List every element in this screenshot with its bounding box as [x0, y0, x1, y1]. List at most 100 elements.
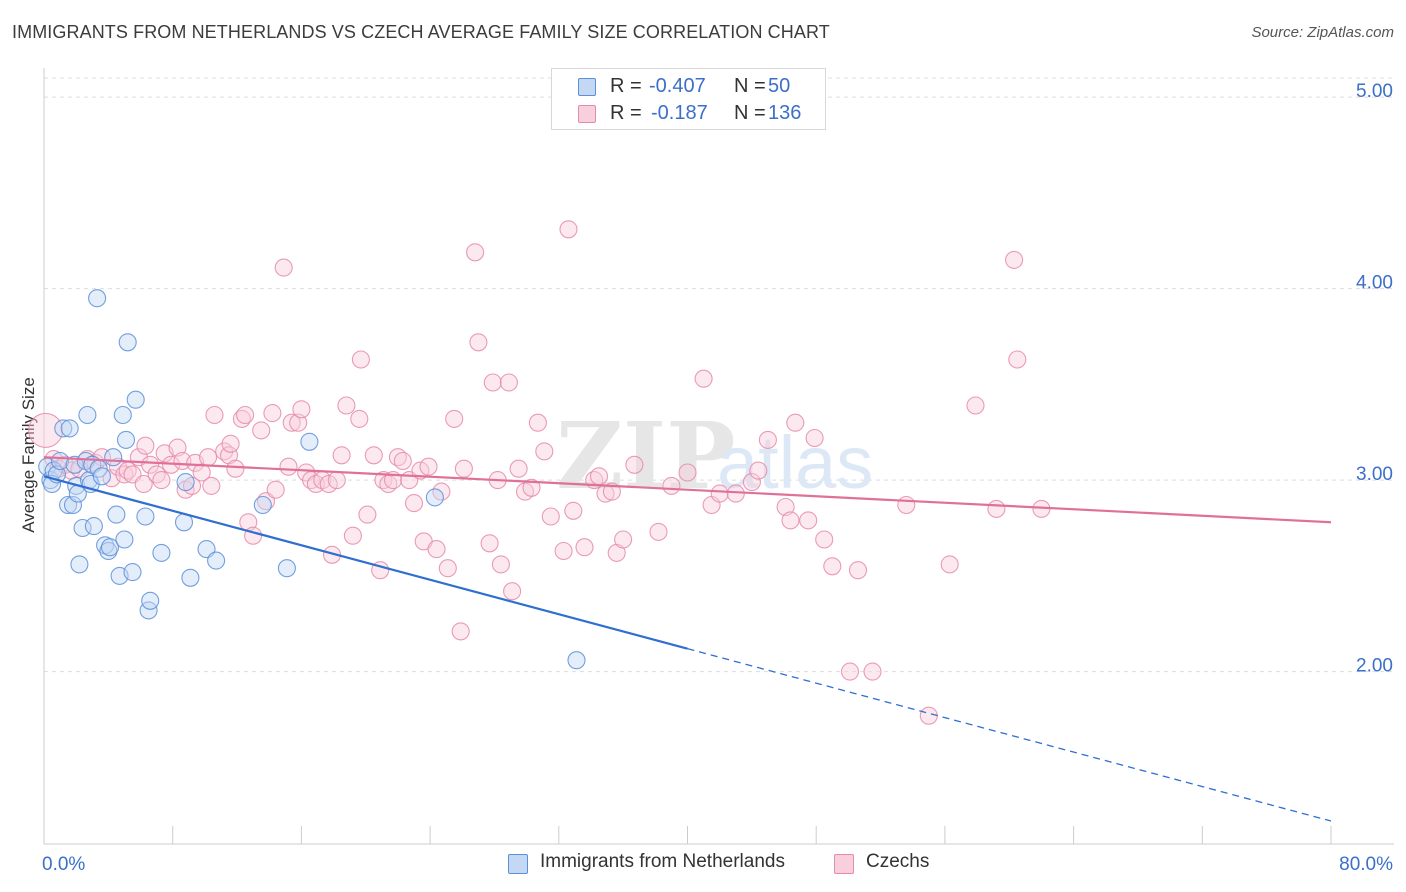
legend-swatch-blue: [508, 854, 528, 874]
point-czechs: [351, 350, 370, 369]
point-czechs: [522, 478, 541, 497]
point-czechs: [776, 497, 795, 517]
legend-r-value: -0.407: [649, 75, 706, 97]
point-czechs: [226, 459, 245, 478]
point-netherlands: [176, 473, 195, 492]
point-czechs: [168, 438, 187, 457]
watermark-zip: ZIP: [556, 402, 735, 510]
trend-line-netherlands-extension: [687, 648, 1332, 822]
point-czechs: [454, 459, 473, 478]
point-czechs: [147, 465, 166, 484]
point-czechs: [649, 522, 668, 541]
point-czechs: [28, 412, 64, 448]
point-czechs: [419, 457, 438, 476]
point-czechs: [848, 561, 868, 580]
point-netherlands: [92, 467, 111, 486]
point-czechs: [393, 451, 412, 471]
point-netherlands: [73, 518, 92, 538]
point-czechs: [1005, 250, 1024, 269]
point-czechs: [289, 413, 308, 432]
y-axis-label: Average Family Size: [19, 377, 38, 533]
point-czechs: [678, 463, 697, 482]
legend-n-value: 136: [768, 102, 802, 124]
point-czechs: [1008, 350, 1027, 369]
point-czechs: [483, 373, 502, 392]
point-czechs: [134, 474, 153, 494]
point-czechs: [509, 459, 528, 478]
point-czechs: [292, 400, 311, 419]
point-czechs: [786, 413, 805, 432]
point-czechs: [940, 555, 959, 574]
point-czechs: [337, 396, 356, 415]
y-tick-label: 3.00: [1356, 464, 1393, 485]
point-czechs: [749, 461, 768, 480]
y-tick-label: 4.00: [1356, 273, 1393, 294]
x-tick-label-min: 0.0%: [42, 854, 85, 875]
legend-row-czechs: R = -0.187 N = 136: [552, 100, 825, 128]
point-czechs: [897, 495, 916, 515]
point-netherlands: [113, 405, 132, 425]
point-czechs: [205, 405, 224, 425]
point-czechs: [815, 530, 834, 549]
point-czechs: [602, 482, 621, 501]
point-czechs: [202, 476, 221, 495]
point-czechs: [575, 538, 594, 557]
point-czechs: [221, 434, 240, 453]
point-czechs: [480, 534, 499, 553]
point-netherlands: [123, 563, 142, 582]
point-netherlands: [253, 495, 272, 515]
point-czechs: [503, 582, 522, 601]
legend-n-label: N =: [734, 75, 766, 97]
point-netherlands: [107, 505, 126, 524]
point-czechs: [726, 484, 745, 503]
point-netherlands: [84, 517, 103, 536]
point-czechs: [758, 430, 777, 449]
point-czechs: [266, 480, 285, 499]
point-czechs: [136, 436, 155, 455]
point-czechs: [823, 557, 842, 576]
point-czechs: [966, 396, 985, 415]
point-czechs: [199, 448, 218, 467]
point-czechs: [263, 404, 282, 423]
legend-label-netherlands: Immigrants from Netherlands: [540, 851, 785, 872]
y-tick-labels: 2.00 3.00 4.00 5.00: [1356, 81, 1393, 676]
point-czechs: [469, 333, 488, 352]
point-czechs: [274, 258, 293, 277]
point-czechs: [840, 662, 860, 681]
watermark: ZIP atlas: [556, 402, 873, 510]
legend-n-value: 50: [768, 75, 791, 97]
point-czechs: [438, 559, 457, 578]
point-czechs: [491, 555, 510, 574]
point-netherlands: [88, 289, 107, 308]
point-czechs: [364, 446, 383, 465]
point-czechs: [742, 473, 761, 492]
point-czechs: [252, 421, 271, 440]
point-netherlands: [54, 419, 73, 438]
point-czechs: [614, 530, 633, 549]
point-czechs: [404, 494, 424, 513]
point-czechs: [799, 511, 818, 530]
data-points: [28, 220, 1051, 725]
point-netherlands: [139, 601, 158, 620]
point-czechs: [279, 457, 298, 476]
point-czechs: [589, 467, 609, 486]
point-netherlands: [136, 507, 155, 526]
point-netherlands: [100, 538, 120, 557]
point-czechs: [564, 501, 583, 520]
point-netherlands: [152, 543, 171, 562]
point-czechs: [427, 540, 446, 559]
legend-n-label: N =: [734, 102, 766, 124]
point-netherlands: [277, 559, 296, 578]
point-czechs: [343, 526, 362, 545]
point-netherlands: [181, 568, 200, 587]
legend-swatch-pink: [578, 105, 596, 123]
point-czechs: [662, 476, 681, 495]
point-czechs: [236, 405, 255, 425]
legend-r-label: R =: [610, 102, 642, 124]
point-netherlands: [141, 591, 160, 610]
point-czechs: [541, 507, 560, 526]
point-czechs: [559, 220, 578, 239]
point-netherlands: [70, 555, 89, 574]
point-czechs: [528, 413, 547, 432]
